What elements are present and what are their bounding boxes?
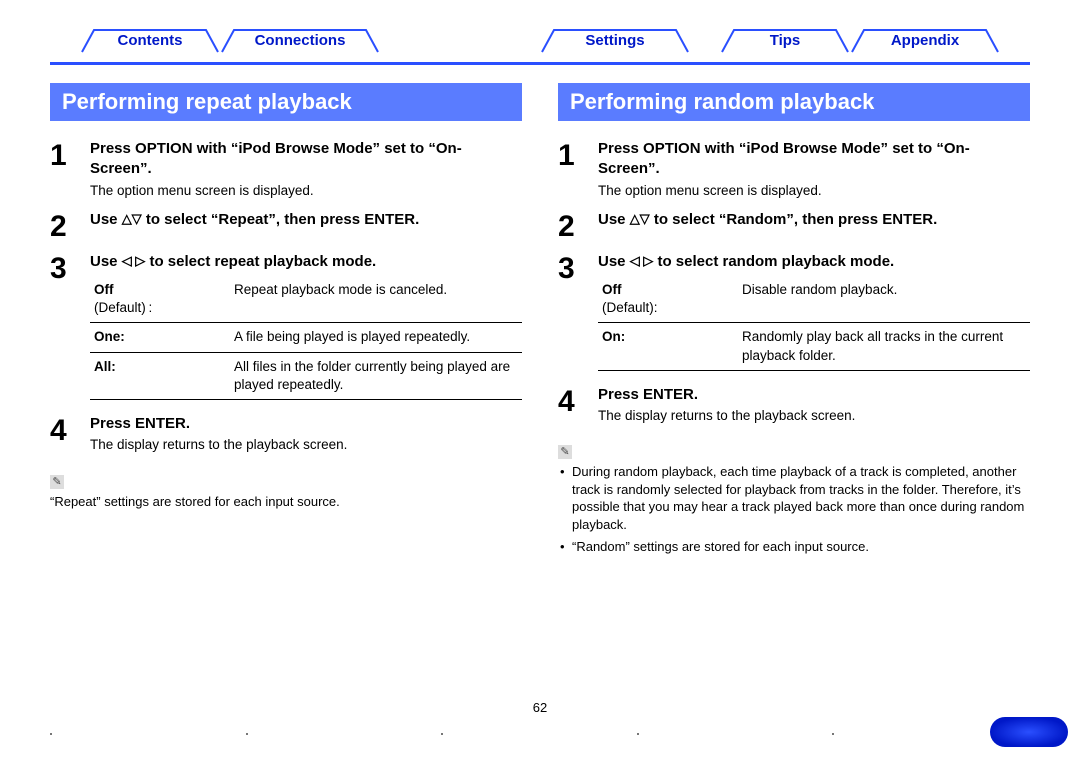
heading-random: Performing random playback (558, 83, 1030, 121)
table-row: Off(Default): Disable random playback. (598, 276, 1030, 323)
col-random: Performing random playback 1 Press OPTIO… (558, 83, 1030, 559)
note-item: “Random” settings are stored for each in… (558, 538, 1030, 556)
note-item: During random playback, each time playba… (558, 463, 1030, 533)
step-1: 1 Press OPTION with “iPod Browse Mode” s… (50, 139, 522, 200)
step-lead: Use △▽ to select “Random”, then press EN… (598, 210, 937, 230)
tab-label: Settings (585, 32, 644, 49)
step-number: 4 (50, 414, 90, 454)
tab-connections[interactable]: Connections (220, 28, 380, 54)
step-3: 3 Use ◁ ▷ to select random playback mode… (558, 252, 1030, 371)
tab-label: Appendix (891, 32, 959, 49)
step-lead: Press ENTER. (598, 385, 855, 405)
step-sub: The display returns to the playback scre… (598, 407, 855, 425)
heading-repeat: Performing repeat playback (50, 83, 522, 121)
step-1: 1 Press OPTION with “iPod Browse Mode” s… (558, 139, 1030, 200)
step-sub: The option menu screen is displayed. (90, 182, 522, 200)
step-2: 2 Use △▽ to select “Random”, then press … (558, 210, 1030, 242)
step-number: 3 (558, 252, 598, 371)
page-number: 62 (0, 700, 1080, 715)
table-row: On: Randomly play back all tracks in the… (598, 323, 1030, 370)
step-number: 1 (50, 139, 90, 200)
nav-rule (50, 62, 1030, 65)
table-row: Off(Default) : Repeat playback mode is c… (90, 276, 522, 323)
step-2: 2 Use △▽ to select “Repeat”, then press … (50, 210, 522, 242)
step-lead: Use ◁ ▷ to select random playback mode. (598, 252, 1030, 272)
tab-label: Contents (118, 32, 183, 49)
left-right-icon: ◁ ▷ (122, 253, 146, 268)
tab-contents[interactable]: Contents (80, 28, 220, 54)
step-4: 4 Press ENTER. The display returns to th… (50, 414, 522, 454)
step-number: 2 (50, 210, 90, 242)
step-3: 3 Use ◁ ▷ to select repeat playback mode… (50, 252, 522, 400)
step-lead: Press ENTER. (90, 414, 347, 434)
table-row: One: A file being played is played repea… (90, 323, 522, 352)
tab-settings[interactable]: Settings (540, 28, 690, 54)
tab-appendix[interactable]: Appendix (850, 28, 1000, 54)
footer-dots (50, 733, 1030, 735)
step-number: 3 (50, 252, 90, 400)
note-list: During random playback, each time playba… (558, 463, 1030, 555)
options-table: Off(Default) : Repeat playback mode is c… (90, 276, 522, 400)
up-down-icon: △▽ (122, 211, 142, 226)
tab-label: Tips (770, 32, 801, 49)
note-text: “Repeat” settings are stored for each in… (50, 493, 522, 511)
corner-button[interactable] (990, 717, 1068, 747)
up-down-icon: △▽ (630, 211, 650, 226)
step-sub: The option menu screen is displayed. (598, 182, 1030, 200)
step-lead: Press OPTION with “iPod Browse Mode” set… (598, 139, 1030, 180)
step-lead: Use △▽ to select “Repeat”, then press EN… (90, 210, 419, 230)
manual-page: Contents Connections Settings Tips Appen… (0, 0, 1080, 761)
top-nav: Contents Connections Settings Tips Appen… (50, 28, 1030, 58)
step-number: 4 (558, 385, 598, 425)
step-number: 1 (558, 139, 598, 200)
step-lead: Press OPTION with “iPod Browse Mode” set… (90, 139, 522, 180)
table-row: All: All files in the folder currently b… (90, 352, 522, 399)
step-number: 2 (558, 210, 598, 242)
tab-label: Connections (255, 32, 346, 49)
tab-tips[interactable]: Tips (720, 28, 850, 54)
left-right-icon: ◁ ▷ (630, 253, 654, 268)
step-lead: Use ◁ ▷ to select repeat playback mode. (90, 252, 522, 272)
step-sub: The display returns to the playback scre… (90, 436, 347, 454)
note-icon: ✎ (558, 445, 572, 459)
note-icon: ✎ (50, 475, 64, 489)
step-4: 4 Press ENTER. The display returns to th… (558, 385, 1030, 425)
col-repeat: Performing repeat playback 1 Press OPTIO… (50, 83, 522, 559)
options-table: Off(Default): Disable random playback. O… (598, 276, 1030, 371)
